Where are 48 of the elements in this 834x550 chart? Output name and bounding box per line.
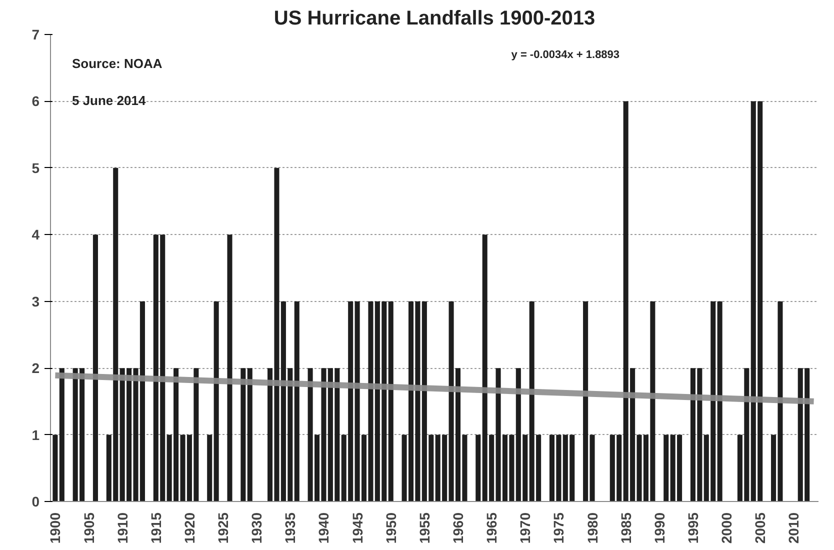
bar <box>388 301 394 502</box>
x-tick-label: 2005 <box>752 512 768 544</box>
x-tick-label: 2000 <box>718 512 735 544</box>
bar <box>227 234 232 502</box>
chart-title: US Hurricane Landfalls 1900-2013 <box>274 8 596 30</box>
x-tick-label: 1975 <box>550 512 567 544</box>
bar <box>92 234 98 502</box>
x-tick-label: 1935 <box>282 512 298 544</box>
y-tick-label: 0 <box>32 494 40 510</box>
x-tick-label: 1925 <box>215 512 232 544</box>
x-tick-label: 1945 <box>349 512 366 544</box>
annotation: Source: NOAA <box>72 56 163 72</box>
bar <box>214 301 219 502</box>
x-tick-label: 1910 <box>114 512 130 544</box>
y-tick-label: 5 <box>32 160 40 176</box>
bar <box>476 434 481 502</box>
x-tick-label: 1980 <box>584 512 600 544</box>
bar <box>717 301 722 502</box>
x-tick-label: 1930 <box>248 512 265 544</box>
x-tick-label: 1920 <box>181 512 198 544</box>
x-tick-label: 1965 <box>484 512 500 544</box>
y-tick-label: 7 <box>32 26 40 42</box>
y-tick-label: 4 <box>32 226 40 243</box>
bar <box>247 368 252 502</box>
bar <box>664 434 669 502</box>
y-tick-label: 3 <box>32 293 40 310</box>
bar <box>52 434 58 502</box>
x-tick-label: 1915 <box>148 512 164 544</box>
x-tick-label: 1905 <box>80 512 97 544</box>
x-tick-label: 1955 <box>416 512 432 544</box>
x-tick-label: 2010 <box>786 512 802 544</box>
x-tick-label: 1940 <box>316 512 332 544</box>
y-tick-label: 1 <box>32 426 40 443</box>
annotation: y = -0.0034x + 1.8893 <box>511 49 620 62</box>
x-tick-label: 1990 <box>651 512 668 544</box>
x-tick-label: 1960 <box>450 512 466 544</box>
bar <box>207 434 212 502</box>
x-tick-label: 1950 <box>382 512 399 544</box>
bar <box>59 368 64 502</box>
bar <box>294 301 300 502</box>
annotation: 5 June 2014 <box>72 92 146 108</box>
x-tick-label: 1900 <box>47 512 64 544</box>
x-tick-label: 1985 <box>618 512 634 544</box>
bar <box>240 368 246 502</box>
y-tick-label: 6 <box>32 93 40 110</box>
x-tick-label: 1995 <box>684 512 701 544</box>
y-tick-label: 2 <box>32 360 40 376</box>
x-tick-label: 1970 <box>517 512 534 544</box>
